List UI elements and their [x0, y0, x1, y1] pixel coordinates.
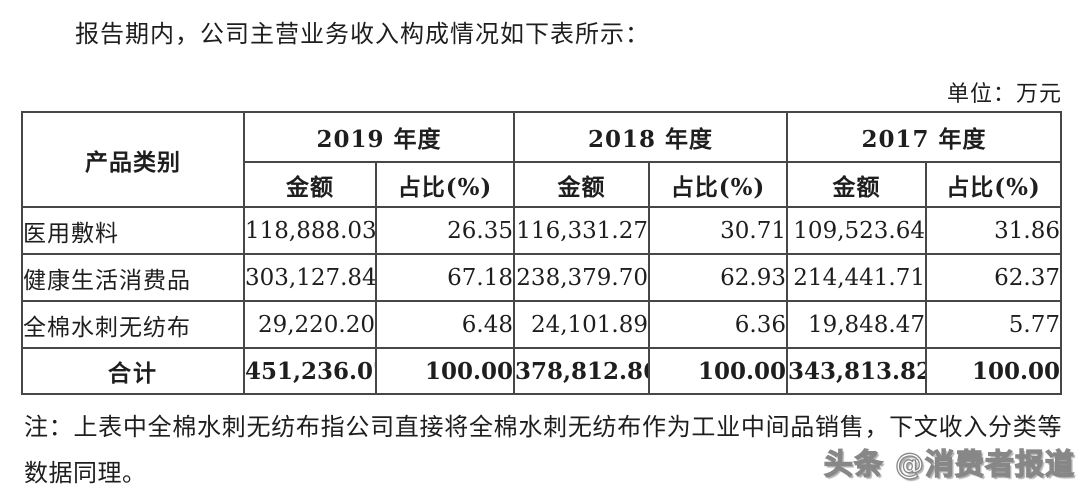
- header-product-category: 产品类别: [21, 111, 245, 208]
- cell-2019-ratio: 6.48: [375, 300, 515, 349]
- row-category: 健康生活消费品: [21, 253, 245, 302]
- cell-2019-amount: 118,888.03: [243, 206, 377, 255]
- watermark: 头条 @消费者报道: [823, 446, 1075, 481]
- header-row-sub: 金额 占比(%) 金额 占比(%) 金额 占比(%): [22, 161, 1062, 208]
- cell-2018-ratio: 6.36: [648, 300, 788, 349]
- cell-2017-amount: 343,813.82: [786, 347, 927, 395]
- cell-2018-amount: 24,101.89: [513, 300, 650, 349]
- cell-2017-amount: 19,848.47: [786, 300, 927, 349]
- header-year-2019: 2019 年度: [243, 111, 515, 163]
- cell-2018-amount: 116,331.27: [513, 206, 650, 255]
- cell-2019-ratio: 26.35: [375, 206, 515, 255]
- cell-2018-ratio: 100.00: [648, 347, 788, 395]
- footnote: 注：上表中全棉水刺无纺布指公司直接将全棉水刺无纺布作为工业中间品销售，下文收入分…: [24, 413, 1062, 487]
- revenue-composition-table: 产品类别 2019 年度 2018 年度 2017 年度 金额 占比(%) 金额…: [21, 111, 1062, 395]
- intro-paragraph: 报告期内，公司主营业务收入构成情况如下表所示：: [75, 20, 650, 48]
- table-row-medical-dressings: 医用敷料 118,888.03 26.35 116,331.27 30.71 1…: [21, 206, 1062, 255]
- table-row-total: 合计 451,236.07 100.00 378,812.86 100.00 3…: [21, 347, 1062, 395]
- table-row-spunlace-nonwoven: 全棉水刺无纺布 29,220.20 6.48 24,101.89 6.36 19…: [21, 300, 1062, 349]
- cell-2018-ratio: 30.71: [648, 206, 788, 255]
- header-ratio-2017: 占比(%): [925, 161, 1062, 208]
- cell-2017-amount: 109,523.64: [786, 206, 927, 255]
- header-row-years: 产品类别 2019 年度 2018 年度 2017 年度: [21, 111, 1062, 208]
- row-category: 全棉水刺无纺布: [21, 300, 245, 349]
- header-amount-2019: 金额: [243, 161, 377, 208]
- row-category: 合计: [21, 347, 245, 395]
- unit-label: 单位：万元: [946, 82, 1062, 107]
- table-row-healthy-living-products: 健康生活消费品 303,127.84 67.18 238,379.70 62.9…: [21, 253, 1062, 302]
- cell-2019-amount: 303,127.84: [243, 253, 377, 302]
- cell-2019-amount: 451,236.07: [243, 347, 377, 395]
- cell-2019-amount: 29,220.20: [243, 300, 377, 349]
- cell-2018-amount: 378,812.86: [513, 347, 650, 395]
- cell-2019-ratio: 100.00: [375, 347, 515, 395]
- cell-2017-ratio: 31.86: [925, 206, 1062, 255]
- header-year-2017: 2017 年度: [786, 111, 1062, 163]
- cell-2017-amount: 214,441.71: [786, 253, 927, 302]
- cell-2018-ratio: 62.93: [648, 253, 788, 302]
- row-category: 医用敷料: [21, 206, 245, 255]
- header-ratio-2019: 占比(%): [375, 161, 515, 208]
- header-year-2018: 2018 年度: [513, 111, 788, 163]
- header-ratio-2018: 占比(%): [648, 161, 788, 208]
- header-amount-2017: 金额: [786, 161, 927, 208]
- header-amount-2018: 金额: [513, 161, 650, 208]
- cell-2018-amount: 238,379.70: [513, 253, 650, 302]
- cell-2017-ratio: 62.37: [925, 253, 1062, 302]
- cell-2019-ratio: 67.18: [375, 253, 515, 302]
- cell-2017-ratio: 100.00: [925, 347, 1062, 395]
- cell-2017-ratio: 5.77: [925, 300, 1062, 349]
